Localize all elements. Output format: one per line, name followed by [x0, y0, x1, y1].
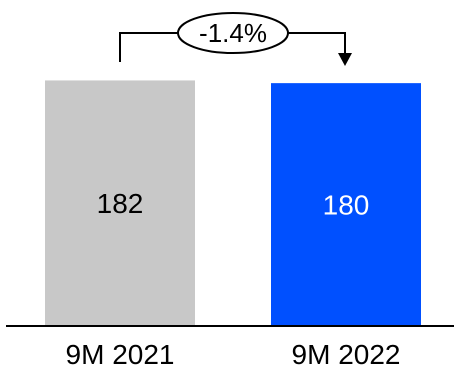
x-tick-label-9m-2022: 9M 2022	[292, 339, 401, 370]
change-indicator: -1.4%	[119, 12, 352, 66]
bar-9m-2022	[271, 83, 421, 327]
change-connector-line	[119, 32, 346, 62]
change-arrowhead	[338, 53, 352, 66]
labels-layer: 182 9M 2021 180 9M 2022	[66, 188, 401, 370]
change-bubble	[177, 12, 289, 54]
change-percentage-label: -1.4%	[199, 18, 267, 48]
bars-layer	[45, 80, 421, 327]
bar-value-label-9m-2022: 180	[323, 190, 370, 221]
bar-value-label-9m-2021: 182	[97, 188, 144, 219]
x-tick-label-9m-2021: 9M 2021	[66, 339, 175, 370]
bar-9m-2021	[45, 80, 195, 326]
